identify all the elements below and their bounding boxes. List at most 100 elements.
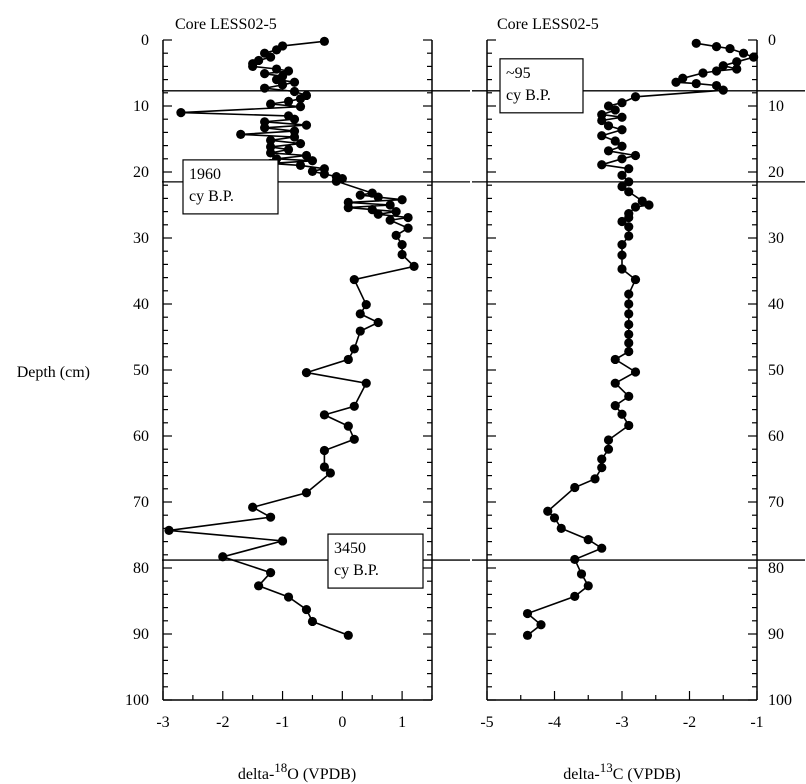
data-point bbox=[617, 125, 627, 135]
data-point bbox=[630, 202, 641, 212]
delta-13C-panel: 0 10 20 30 40 50 60 70 80 90 100 -5 -4 -3 -2 -1 ~95 cy B.… bbox=[472, 16, 805, 783]
data-point bbox=[373, 317, 383, 328]
data-point bbox=[630, 92, 641, 102]
data-point bbox=[617, 112, 627, 122]
data-point bbox=[397, 240, 407, 250]
data-point bbox=[624, 231, 634, 241]
data-point bbox=[266, 568, 276, 578]
data-point bbox=[289, 77, 300, 87]
data-point bbox=[610, 401, 620, 411]
data-point bbox=[271, 64, 282, 74]
data-point bbox=[522, 630, 533, 640]
x-tick-label: -3 bbox=[615, 714, 628, 731]
data-point bbox=[603, 121, 614, 131]
annotation-text: cy B.P. bbox=[334, 562, 379, 579]
data-point bbox=[610, 105, 620, 115]
annotation-box bbox=[499, 58, 584, 114]
y-tick-label: 90 bbox=[133, 626, 149, 643]
data-point bbox=[343, 630, 353, 640]
y-tick-label: 80 bbox=[768, 560, 784, 577]
data-point bbox=[295, 139, 306, 149]
y-tick-label: 10 bbox=[133, 98, 149, 115]
data-point bbox=[361, 378, 371, 388]
data-point bbox=[617, 240, 627, 250]
data-point bbox=[597, 160, 607, 170]
data-point bbox=[266, 512, 276, 522]
data-point bbox=[617, 98, 627, 108]
data-point bbox=[397, 195, 407, 205]
data-point bbox=[691, 38, 701, 48]
data-point bbox=[597, 115, 607, 126]
y-tick-label: 40 bbox=[133, 296, 149, 313]
data-point bbox=[630, 367, 641, 377]
data-point bbox=[570, 482, 580, 493]
chart-title: Core LESS02-5 bbox=[175, 16, 277, 33]
data-point bbox=[624, 212, 634, 223]
data-point bbox=[403, 223, 413, 233]
data-point bbox=[260, 69, 270, 79]
data-point bbox=[283, 144, 294, 155]
data-point bbox=[295, 160, 306, 170]
data-point bbox=[617, 181, 627, 192]
data-point bbox=[403, 212, 413, 223]
y-tick-label: 60 bbox=[133, 428, 149, 445]
data-point bbox=[343, 203, 353, 213]
data-point bbox=[603, 101, 614, 111]
data-point bbox=[289, 86, 300, 97]
data-point bbox=[617, 409, 627, 419]
annotation-box bbox=[327, 533, 424, 589]
data-point bbox=[289, 132, 300, 142]
data-point bbox=[248, 61, 258, 71]
data-point bbox=[711, 80, 722, 91]
data-point bbox=[266, 135, 276, 145]
data-point bbox=[624, 420, 634, 431]
data-point bbox=[570, 554, 580, 565]
y-tick-label: 30 bbox=[133, 230, 149, 247]
data-point bbox=[301, 150, 312, 161]
data-point bbox=[289, 114, 300, 124]
data-point bbox=[603, 444, 614, 454]
data-point bbox=[583, 581, 593, 591]
data-point bbox=[254, 581, 264, 591]
x-tick-label: -2 bbox=[216, 714, 229, 731]
data-point bbox=[718, 85, 728, 95]
data-point bbox=[691, 78, 701, 89]
data-point bbox=[597, 543, 607, 553]
data-point bbox=[266, 52, 276, 62]
data-point bbox=[597, 131, 607, 141]
y-tick-label: 60 bbox=[768, 428, 784, 445]
annotation-text: 1960 bbox=[189, 166, 221, 183]
data-point bbox=[373, 209, 383, 219]
data-point bbox=[678, 73, 688, 83]
data-point bbox=[617, 250, 627, 260]
annotation-box bbox=[182, 159, 279, 215]
data-point bbox=[283, 592, 294, 602]
data-point bbox=[319, 462, 329, 472]
data-point bbox=[583, 535, 593, 545]
data-point bbox=[570, 591, 580, 601]
data-point bbox=[355, 309, 365, 319]
data-point bbox=[319, 410, 329, 420]
data-point bbox=[391, 230, 401, 240]
y-tick-label: 80 bbox=[133, 560, 149, 577]
data-point bbox=[624, 338, 634, 348]
data-point bbox=[576, 569, 587, 579]
data-point bbox=[176, 108, 186, 118]
data-point bbox=[698, 68, 708, 78]
data-point bbox=[597, 463, 607, 473]
y-tick-label: 10 bbox=[768, 98, 784, 115]
y-tick-label: 50 bbox=[133, 362, 149, 379]
data-point bbox=[617, 141, 627, 151]
data-point bbox=[738, 48, 749, 58]
data-point bbox=[355, 326, 365, 336]
data-point bbox=[590, 474, 600, 484]
y-tick-label: 0 bbox=[768, 32, 776, 49]
y-tick-label: 20 bbox=[768, 164, 784, 181]
data-point bbox=[260, 83, 270, 93]
data-point bbox=[307, 166, 318, 176]
data-point bbox=[248, 502, 258, 512]
data-point bbox=[295, 102, 306, 112]
data-point bbox=[624, 391, 634, 401]
data-point bbox=[624, 187, 634, 197]
data-point bbox=[617, 154, 627, 164]
